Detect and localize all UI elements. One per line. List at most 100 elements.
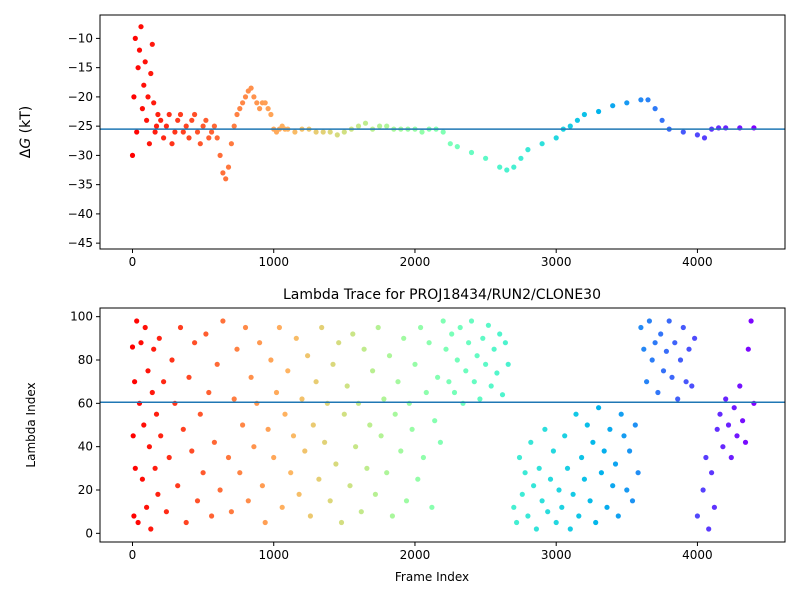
- lambda-point: [468, 318, 475, 324]
- lambda-point: [324, 400, 330, 406]
- lambda-point: [615, 513, 621, 519]
- lambda-point: [604, 504, 610, 510]
- x-tick-label: 4000: [682, 548, 713, 562]
- lambda-point: [709, 470, 715, 476]
- lambda-point: [151, 346, 157, 352]
- lambda-point: [319, 324, 325, 331]
- delta-g-point: [652, 106, 658, 112]
- delta-g-point: [217, 152, 223, 158]
- top-y-axis: −45 −40 −35 −30 −25 −20 −15 −10: [68, 31, 100, 250]
- lambda-point: [282, 411, 288, 417]
- lambda-point: [372, 491, 378, 497]
- lambda-point: [370, 368, 376, 374]
- lambda-point: [717, 411, 723, 417]
- lambda-point: [254, 400, 260, 406]
- lambda-point: [153, 411, 160, 417]
- lambda-point: [545, 509, 551, 515]
- lambda-point: [139, 476, 145, 482]
- lambda-point: [480, 335, 486, 341]
- lambda-point: [547, 476, 554, 482]
- lambda-point: [398, 448, 404, 454]
- delta-g-point: [257, 106, 263, 112]
- lambda-point: [714, 426, 720, 432]
- delta-g-point: [209, 129, 215, 135]
- lambda-point: [531, 483, 537, 489]
- lambda-point: [378, 433, 384, 439]
- lambda-point: [136, 400, 143, 406]
- lambda-points: [129, 318, 757, 532]
- lambda-point: [499, 392, 506, 398]
- lambda-point: [194, 498, 201, 504]
- lambda-point: [364, 465, 370, 471]
- bottom-plot-frame: [99, 307, 786, 543]
- delta-g-panel: 0 1000 2000 3000 4000 −45−40−35−30−25−20−15−…: [18, 14, 786, 269]
- lambda-point: [711, 504, 718, 510]
- lambda-point: [485, 322, 491, 328]
- bottom-x-axis: 0 1000 2000 3000 4000: [129, 542, 713, 562]
- lambda-point: [242, 324, 249, 331]
- lambda-point: [305, 353, 311, 359]
- lambda-point: [271, 454, 277, 461]
- lambda-point: [290, 433, 297, 439]
- lambda-point: [225, 454, 232, 461]
- delta-g-point: [262, 100, 268, 106]
- lambda-point: [593, 519, 599, 526]
- lambda-point: [134, 318, 140, 324]
- y-tick-label: −35: [68, 178, 93, 192]
- lambda-point: [248, 374, 254, 380]
- lambda-point: [666, 318, 672, 324]
- lambda-point: [138, 340, 144, 346]
- delta-g-point: [265, 106, 271, 112]
- delta-g-point: [334, 132, 340, 138]
- lambda-point: [655, 389, 661, 396]
- lambda-point: [502, 340, 508, 346]
- lambda-point: [587, 498, 593, 504]
- lambda-point: [675, 396, 681, 402]
- x-tick-label: 4000: [682, 255, 713, 269]
- delta-g-point: [610, 103, 616, 109]
- lambda-point: [132, 465, 138, 471]
- lambda-point: [627, 448, 633, 454]
- lambda-point: [180, 426, 186, 432]
- lambda-point: [601, 448, 607, 454]
- top-x-axis: 0 1000 2000 3000 4000: [129, 249, 713, 269]
- delta-g-point: [268, 111, 274, 118]
- lambda-point: [725, 422, 732, 428]
- lambda-point: [728, 454, 734, 461]
- y-tick-label: 40: [78, 440, 93, 454]
- delta-g-point: [131, 94, 137, 100]
- lambda-point: [129, 344, 136, 350]
- lambda-point: [142, 324, 148, 331]
- lambda-chart-title: Lambda Trace for PROJ18434/RUN2/CLONE30: [283, 287, 601, 303]
- lambda-point: [437, 439, 443, 445]
- lambda-point: [669, 374, 675, 380]
- lambda-point: [449, 331, 455, 337]
- lambda-point: [144, 504, 150, 510]
- delta-g-point: [292, 129, 298, 135]
- delta-g-point: [483, 155, 489, 161]
- lambda-point: [576, 513, 582, 519]
- lambda-point: [220, 318, 226, 324]
- delta-g-point: [197, 141, 203, 147]
- delta-g-point: [214, 135, 220, 141]
- y-tick-label: 20: [78, 483, 93, 497]
- delta-g-point: [220, 170, 226, 176]
- lambda-point: [285, 368, 291, 374]
- delta-g-point: [203, 117, 209, 123]
- delta-g-point: [234, 111, 240, 118]
- delta-g-point: [134, 129, 140, 135]
- delta-g-point: [161, 135, 167, 141]
- y-tick-label: 80: [78, 353, 93, 367]
- lambda-point: [511, 504, 517, 510]
- delta-g-point: [175, 117, 181, 123]
- lambda-point: [273, 389, 280, 396]
- delta-g-point: [152, 129, 158, 135]
- lambda-point: [158, 433, 164, 439]
- lambda-point: [265, 426, 271, 432]
- lambda-point: [197, 411, 203, 417]
- lambda-point: [680, 324, 686, 331]
- delta-g-point: [138, 24, 144, 30]
- lambda-point: [350, 331, 356, 337]
- delta-g-point: [254, 100, 260, 106]
- x-tick-label: 2000: [400, 548, 431, 562]
